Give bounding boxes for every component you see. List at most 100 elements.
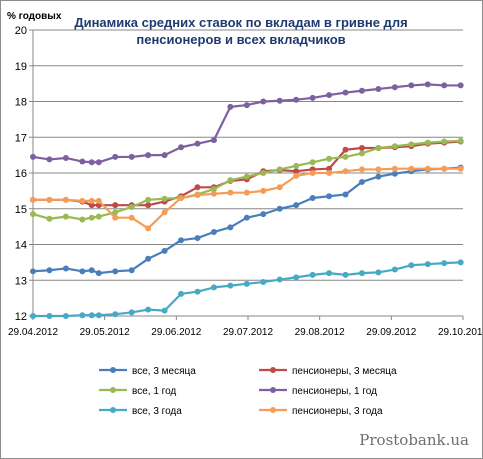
series-0-point-1 — [46, 267, 53, 274]
series-3-point-21 — [358, 87, 365, 94]
series-3-point-14 — [243, 102, 250, 109]
series-2-point-14 — [243, 173, 250, 180]
series-4-point-18 — [309, 271, 316, 278]
series-2-point-23 — [391, 143, 398, 150]
series-4-point-14 — [243, 280, 250, 287]
series-5-point-12 — [210, 190, 217, 197]
series-0-point-13 — [227, 224, 234, 231]
series-3-point-22 — [375, 85, 382, 92]
series-5-point-21 — [358, 166, 365, 173]
series-2-point-9 — [161, 195, 168, 202]
y-tick-label-4: 16 — [15, 168, 27, 180]
series-2-point-21 — [358, 150, 365, 157]
series-2-point-22 — [375, 144, 382, 151]
series-1-point-17 — [293, 168, 300, 175]
series-2-point-3 — [79, 216, 86, 223]
y-tick-label-2: 14 — [15, 240, 27, 252]
series-2-point-6 — [112, 209, 119, 216]
series-3-point-8 — [145, 152, 152, 159]
series-line-5 — [33, 167, 461, 230]
series-5-point-13 — [227, 189, 234, 196]
legend-item-5: пенсионеры, 3 года — [259, 406, 383, 417]
series-3-point-3 — [79, 158, 86, 165]
x-tick-label-4: 29.08.2012 — [295, 327, 345, 338]
series-0-point-9 — [161, 247, 168, 254]
series-0-point-8 — [145, 255, 152, 262]
y-tick-label-0: 12 — [15, 311, 27, 323]
series-5-point-17 — [293, 172, 300, 179]
series-5-point-10 — [178, 195, 185, 202]
series-5-point-15 — [260, 187, 267, 194]
series-3-point-12 — [210, 137, 217, 144]
series-0-point-6 — [112, 268, 119, 275]
series-5-point-8 — [145, 225, 152, 232]
series-line-3 — [32, 83, 461, 164]
series-0-point-19 — [326, 193, 333, 200]
series-4-point-20 — [342, 271, 349, 278]
series-5-point-16 — [276, 184, 283, 191]
series-5 — [30, 165, 464, 232]
y-tick-labels: 12 13 14 15 16 17 18 19 20 — [15, 25, 27, 323]
y-tick-label-3: 15 — [15, 204, 27, 216]
series-0-point-22 — [375, 173, 382, 180]
series-4-point-1 — [46, 313, 53, 319]
legend-label-0: все, 3 месяца — [132, 366, 196, 377]
legend-swatch-marker-0 — [110, 367, 116, 373]
series-5-point-22 — [375, 166, 382, 173]
series-3-point-9 — [161, 152, 168, 159]
series-4-point-12 — [210, 284, 217, 291]
series-0-point-14 — [243, 214, 250, 221]
series-4-point-19 — [326, 270, 333, 277]
series-0-point-15 — [260, 211, 267, 218]
series-4-point-3 — [79, 312, 86, 319]
series-5-point-0 — [30, 196, 36, 203]
series-3-point-11 — [194, 140, 201, 147]
series-5-point-11 — [194, 192, 201, 199]
y-tick-label-5: 17 — [15, 132, 27, 144]
series-5-point-7 — [128, 214, 135, 221]
series-2-point-2 — [62, 213, 69, 220]
series-2-point-13 — [227, 177, 234, 184]
series-4-point-2 — [62, 313, 69, 319]
series-1-point-11 — [194, 184, 201, 191]
series-5-point-9 — [161, 209, 168, 216]
series-2-point-24 — [408, 141, 415, 148]
legend-item-4: все, 3 года — [99, 406, 182, 417]
series-0-point-5 — [95, 270, 102, 277]
series-0-point-2 — [62, 265, 69, 272]
series-2-point-4 — [88, 214, 95, 221]
series-0-point-3 — [79, 268, 86, 275]
series-3 — [30, 81, 464, 166]
x-tick-label-5: 29.09.2012 — [366, 327, 416, 338]
series-5-point-25 — [424, 165, 431, 172]
series-4-point-5 — [95, 312, 102, 319]
legend-swatch-marker-2 — [110, 387, 116, 393]
series-1-point-19 — [326, 165, 333, 172]
series-3-point-1 — [46, 156, 53, 163]
series-2-point-18 — [309, 159, 316, 166]
series-4-point-13 — [227, 282, 234, 289]
series-2-point-20 — [342, 153, 349, 160]
series-3-point-23 — [391, 84, 398, 91]
legend-label-2: все, 1 год — [132, 386, 176, 397]
series-4-point-11 — [194, 288, 201, 295]
series-3-point-4 — [88, 159, 95, 166]
series-4-point-17 — [293, 274, 300, 281]
series-4-point-8 — [145, 306, 152, 313]
series-line-0 — [32, 166, 461, 275]
series-0-point-17 — [293, 202, 300, 209]
series-3-point-16 — [276, 97, 283, 104]
y-tick-label-7: 19 — [15, 61, 27, 73]
series-5-point-20 — [342, 168, 349, 175]
series-4-point-23 — [391, 266, 398, 273]
series-5-point-1 — [46, 196, 53, 203]
series-2-point-12 — [210, 186, 217, 193]
series-3-point-25 — [424, 81, 431, 88]
series-0-point-23 — [391, 170, 398, 177]
series-1-point-4 — [88, 202, 95, 209]
series-line-4 — [33, 261, 461, 318]
x-tick-labels: 29.04.2012 29.05.2012 29.06.2012 29.07.2012… — [8, 327, 482, 338]
series-2-point-17 — [293, 162, 300, 169]
series-1-point-21 — [358, 144, 365, 151]
